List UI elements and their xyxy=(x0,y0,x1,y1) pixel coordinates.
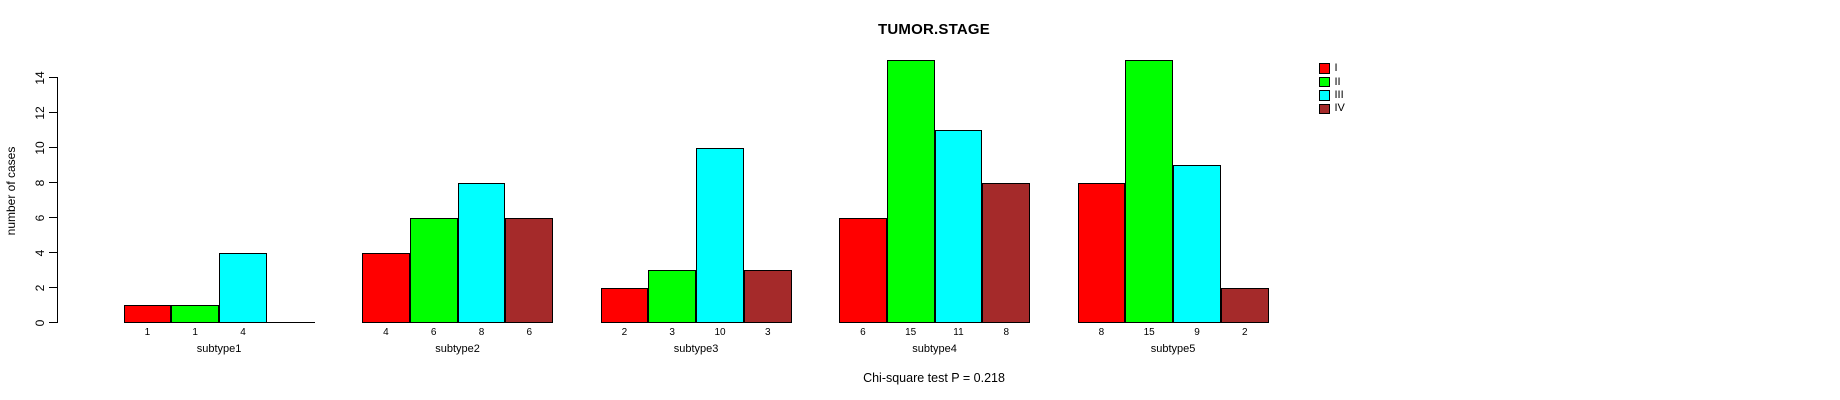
y-tick-label: 2 xyxy=(33,284,47,291)
legend-swatch-I xyxy=(1319,63,1330,74)
y-axis-line xyxy=(56,77,58,323)
legend-row-I: I xyxy=(1319,62,1345,75)
y-tick-label: 0 xyxy=(33,319,47,326)
y-tick xyxy=(49,287,57,288)
legend-swatch-IV xyxy=(1319,103,1330,115)
bar-value-label: 11 xyxy=(953,327,964,338)
y-tick-label: 8 xyxy=(33,179,47,186)
y-tick-label: 10 xyxy=(33,140,47,155)
bar-value-label: 1 xyxy=(144,327,151,338)
bar-value-label: 6 xyxy=(430,327,437,338)
bar-subtype3-stage-IV xyxy=(743,270,792,323)
bar-subtype5-stage-II xyxy=(1125,60,1174,323)
bar-subtype4-stage-III xyxy=(934,130,983,323)
bar-value-label: 6 xyxy=(526,327,533,338)
y-tick xyxy=(49,147,57,148)
group-label-subtype5: subtype5 xyxy=(1150,343,1196,355)
group-label-subtype3: subtype3 xyxy=(673,343,719,355)
y-tick-label: 4 xyxy=(33,249,47,256)
bar-value-label: 3 xyxy=(765,327,771,338)
bar-value-label: 9 xyxy=(1194,327,1200,338)
bar-value-label: 6 xyxy=(860,327,866,338)
bar-subtype4-stage-IV xyxy=(982,182,1031,323)
bar-subtype5-stage-I xyxy=(1077,182,1126,323)
y-tick xyxy=(49,217,57,218)
bar-subtype4-stage-I xyxy=(839,217,887,323)
bar-value-label: 4 xyxy=(383,327,389,338)
legend-label: IV xyxy=(1334,102,1345,115)
bar-value-label: 15 xyxy=(905,327,917,338)
group-label-subtype2: subtype2 xyxy=(435,343,480,355)
chi-square-annotation: Chi-square test P = 0.218 xyxy=(863,371,1005,385)
y-axis-title: number of cases xyxy=(4,146,18,236)
y-tick xyxy=(49,252,57,253)
bar-subtype2-stage-IV xyxy=(505,217,554,323)
bar-value-label: 3 xyxy=(669,327,675,338)
bar-value-label: 4 xyxy=(240,327,246,338)
bar-value-label: 1 xyxy=(192,327,198,338)
legend-label: III xyxy=(1334,88,1344,101)
legend-label: II xyxy=(1334,75,1341,88)
bar-subtype4-stage-II xyxy=(886,60,935,323)
bar-subtype3-stage-I xyxy=(600,287,649,323)
bar-subtype2-stage-II xyxy=(409,217,458,323)
group-label-subtype4: subtype4 xyxy=(912,343,957,355)
y-tick-label: 14 xyxy=(33,70,47,85)
bar-value-label: 15 xyxy=(1143,327,1155,338)
bar-subtype5-stage-IV xyxy=(1220,287,1269,323)
bar-subtype3-stage-II xyxy=(648,270,697,323)
bar-value-label: 8 xyxy=(478,327,485,338)
bar-subtype2-stage-I xyxy=(362,252,410,323)
legend-label: I xyxy=(1334,62,1338,75)
chart-title: TUMOR.STAGE xyxy=(878,21,990,38)
legend-row-III: III xyxy=(1319,89,1345,102)
legend-swatch-III xyxy=(1319,90,1330,101)
legend-row-II: II xyxy=(1319,75,1345,88)
bar-value-label: 8 xyxy=(1003,327,1010,338)
y-tick xyxy=(49,322,57,323)
bar-value-label: 2 xyxy=(1242,327,1248,338)
bar-value-label: 8 xyxy=(1098,327,1105,338)
bar-subtype5-stage-III xyxy=(1173,165,1221,323)
bar-value-label: 10 xyxy=(714,327,726,338)
y-tick-label: 12 xyxy=(33,105,47,120)
bar-subtype1-stage-I xyxy=(123,305,172,323)
bar-subtype1-stage-IV xyxy=(266,321,315,323)
bar-subtype3-stage-III xyxy=(696,147,744,323)
bar-subtype1-stage-III xyxy=(219,252,267,323)
bar-subtype1-stage-II xyxy=(171,305,220,323)
bar-value-label: 2 xyxy=(621,327,628,338)
y-tick-label: 6 xyxy=(33,214,47,221)
group-label-subtype1: subtype1 xyxy=(196,343,242,355)
y-tick xyxy=(49,112,57,113)
legend: I II III IV xyxy=(1319,62,1345,116)
legend-swatch-II xyxy=(1319,76,1330,88)
legend-row-IV: IV xyxy=(1319,102,1345,115)
y-tick xyxy=(49,77,57,78)
y-tick xyxy=(49,182,57,183)
bar-subtype2-stage-III xyxy=(457,182,506,323)
